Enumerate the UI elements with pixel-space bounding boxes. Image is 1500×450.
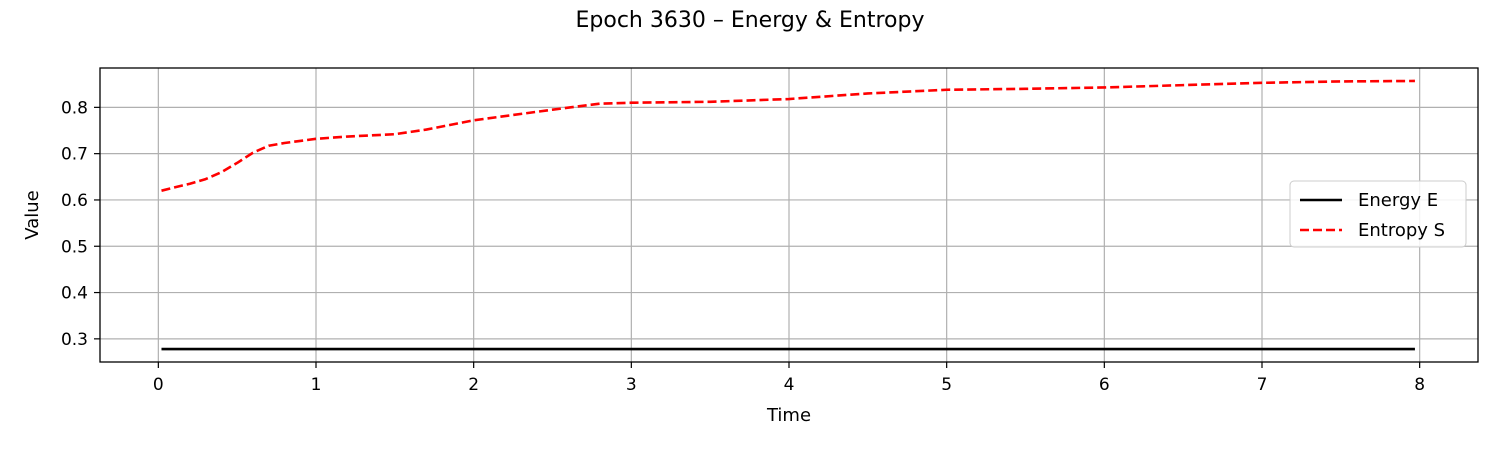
grid [100, 68, 1478, 362]
y-tick-label: 0.6 [61, 191, 88, 211]
y-axis-label: Value [22, 190, 43, 239]
x-tick-label: 1 [311, 375, 322, 395]
x-tick-label: 5 [941, 375, 952, 395]
legend-label: Entropy S [1358, 220, 1445, 241]
axis-ticks: 0 1 2 3 4 5 6 7 8 0.3 0.4 0.5 0.6 0.7 0.8 [61, 98, 1425, 395]
series-layer [161, 79, 1415, 351]
x-tick-label: 4 [784, 375, 795, 395]
x-tick-label: 2 [468, 375, 479, 395]
y-tick-label: 0.3 [61, 330, 88, 350]
x-tick-label: 8 [1414, 375, 1425, 395]
x-tick-label: 3 [626, 375, 637, 395]
legend: Energy E Entropy S [1289, 180, 1467, 248]
y-tick-label: 0.4 [61, 284, 88, 304]
y-tick-label: 0.7 [61, 145, 88, 165]
x-tick-label: 6 [1099, 375, 1110, 395]
x-tick-label: 0 [153, 375, 164, 395]
x-tick-label: 7 [1257, 375, 1268, 395]
y-tick-label: 0.5 [61, 237, 88, 257]
y-tick-label: 0.8 [61, 98, 88, 118]
x-axis-label: Time [766, 405, 811, 426]
chart-title: Epoch 3630 – Energy & Entropy [576, 8, 925, 33]
series-line-entropy [161, 79, 1415, 192]
legend-label: Energy E [1358, 190, 1438, 211]
